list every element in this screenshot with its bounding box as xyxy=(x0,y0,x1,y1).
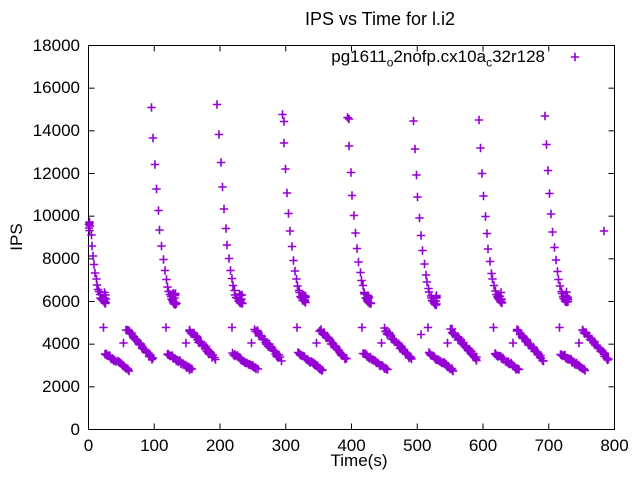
y-tick-label: 0 xyxy=(70,419,80,439)
legend-label-text: 2nofp.cx10a xyxy=(393,47,487,66)
x-axis-label: Time(s) xyxy=(330,451,388,470)
x-tick-label: 600 xyxy=(468,436,498,455)
legend-marker-icon xyxy=(570,52,580,62)
legend-entry: pg1611o2nofp.cx10ac32r128 xyxy=(331,47,545,69)
legend-label-subscript: o xyxy=(386,55,394,70)
y-tick-label: 14000 xyxy=(32,120,80,140)
y-tick-label: 4000 xyxy=(42,334,80,354)
legend-label: pg1611o2nofp.cx10ac32r128 xyxy=(331,47,545,70)
y-tick-label: 6000 xyxy=(42,291,80,311)
x-tick-label: 400 xyxy=(337,436,366,455)
y-axis-label: IPS xyxy=(7,223,26,251)
y-tick-label: 16000 xyxy=(32,78,80,98)
legend-label-text: 32r128 xyxy=(492,47,545,66)
x-tick-label: 300 xyxy=(271,436,300,455)
x-tick-label: 200 xyxy=(205,436,235,455)
x-tick-label: 700 xyxy=(534,436,563,455)
plot-border xyxy=(88,45,615,430)
y-tick-label: 18000 xyxy=(32,35,80,55)
scatter-points xyxy=(84,100,613,376)
legend-label-text: pg1611 xyxy=(331,47,387,66)
x-tick-label: 800 xyxy=(600,436,629,455)
x-tick-label: 500 xyxy=(403,436,432,455)
y-tick-label: 10000 xyxy=(32,206,80,226)
y-tick-label: 12000 xyxy=(32,163,80,183)
chart-title: IPS vs Time for l.i2 xyxy=(304,9,456,29)
y-tick-label: 8000 xyxy=(42,248,80,268)
y-tick-label: 2000 xyxy=(42,376,80,396)
legend-label-subscript: c xyxy=(486,55,493,70)
x-tick-label: 100 xyxy=(140,436,169,455)
x-tick-label: 0 xyxy=(83,436,94,455)
